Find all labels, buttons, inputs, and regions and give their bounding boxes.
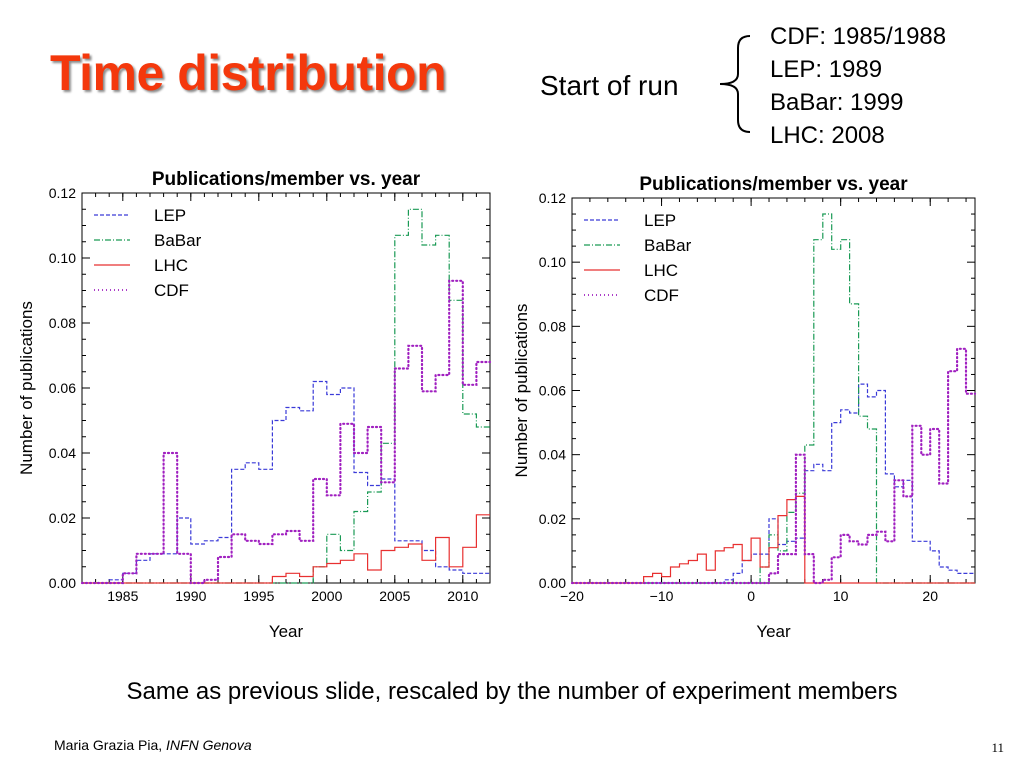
curly-brace [719, 35, 751, 133]
chart-publications-by-year: Publications/member vs. year 0.00 0.02 0.04… [17, 169, 492, 641]
y-axis-label: Number of publications [512, 304, 531, 478]
legend-label-lhc: LHC [644, 261, 678, 280]
legend-label-babar: BaBar [154, 231, 202, 250]
x-tick-label: 1990 [175, 588, 206, 604]
legend-label-babar: BaBar [644, 236, 692, 255]
x-axis-label: Year [269, 622, 304, 641]
series-line-lhc [572, 495, 975, 584]
y-tick-label: 0.10 [49, 250, 76, 266]
x-tick-label: 1995 [243, 588, 274, 604]
legend-label-cdf: CDF [644, 286, 679, 305]
series-line-lhc [82, 514, 490, 584]
plot-frame [571, 197, 976, 584]
y-tick-label: 0.02 [539, 511, 566, 527]
plot-frame [81, 192, 491, 584]
run-start-item: CDF: 1985/1988 [770, 23, 947, 50]
x-tick-label: 2005 [379, 588, 410, 604]
series-line-babar [82, 208, 490, 584]
x-tick-label: 2000 [311, 588, 342, 604]
y-tick-label: 0.02 [49, 510, 76, 526]
y-tick-label: 0.10 [539, 254, 566, 270]
run-start-item: LEP: 1989 [770, 56, 883, 83]
y-tick-label: 0.08 [539, 318, 566, 334]
y-tick-label: 0.00 [539, 575, 566, 591]
x-tick-label: 1985 [107, 588, 138, 604]
chart-title: Publications/member vs. year [152, 169, 421, 190]
start-of-run-label: Start of run [540, 70, 679, 101]
legend-label-lep: LEP [644, 211, 676, 230]
slide-caption: Same as previous slide, rescaled by the … [126, 678, 898, 705]
chart-publications-by-relative-year: Publications/member vs. year 0.00 0.02 0.04… [512, 174, 977, 641]
legend-label-cdf: CDF [154, 281, 189, 300]
x-tick-label: 10 [833, 588, 849, 604]
x-tick-label: −20 [560, 588, 584, 604]
series-line-cdf [80, 279, 492, 585]
series-line-lep [82, 380, 490, 584]
x-tick-label: 0 [747, 588, 755, 604]
page-number: 11 [991, 740, 1004, 755]
chart-title: Publications/member vs. year [639, 174, 908, 195]
legend-label-lep: LEP [154, 206, 186, 225]
x-tick-label: 20 [922, 588, 938, 604]
y-axis-label: Number of publications [17, 301, 36, 475]
y-tick-label: 0.12 [539, 190, 566, 206]
author-name: Maria Grazia Pia, [54, 737, 163, 753]
series-line-cdf [570, 347, 977, 585]
slide-title: Time distribution [50, 45, 447, 101]
y-tick-label: 0.04 [539, 447, 566, 463]
y-tick-label: 0.08 [49, 315, 76, 331]
run-start-list: CDF: 1985/1988 LEP: 1989 BaBar: 1999 LHC… [770, 20, 946, 152]
y-tick-label: 0.00 [49, 575, 76, 591]
legend-label-lhc: LHC [154, 256, 188, 275]
y-tick-label: 0.04 [49, 445, 76, 461]
author-affiliation: INFN Genova [166, 737, 252, 753]
series-line-babar [572, 213, 975, 584]
x-axis-label: Year [756, 622, 791, 641]
run-start-item: BaBar: 1999 [770, 89, 904, 116]
y-tick-label: 0.06 [49, 380, 76, 396]
series-line-lep [572, 383, 975, 584]
run-start-item: LHC: 2008 [770, 122, 885, 149]
footer-author: Maria Grazia Pia, INFN Genova [54, 737, 252, 753]
y-tick-label: 0.06 [539, 383, 566, 399]
x-tick-label: 2010 [447, 588, 478, 604]
y-tick-label: 0.12 [49, 185, 76, 201]
x-tick-label: −10 [650, 588, 674, 604]
